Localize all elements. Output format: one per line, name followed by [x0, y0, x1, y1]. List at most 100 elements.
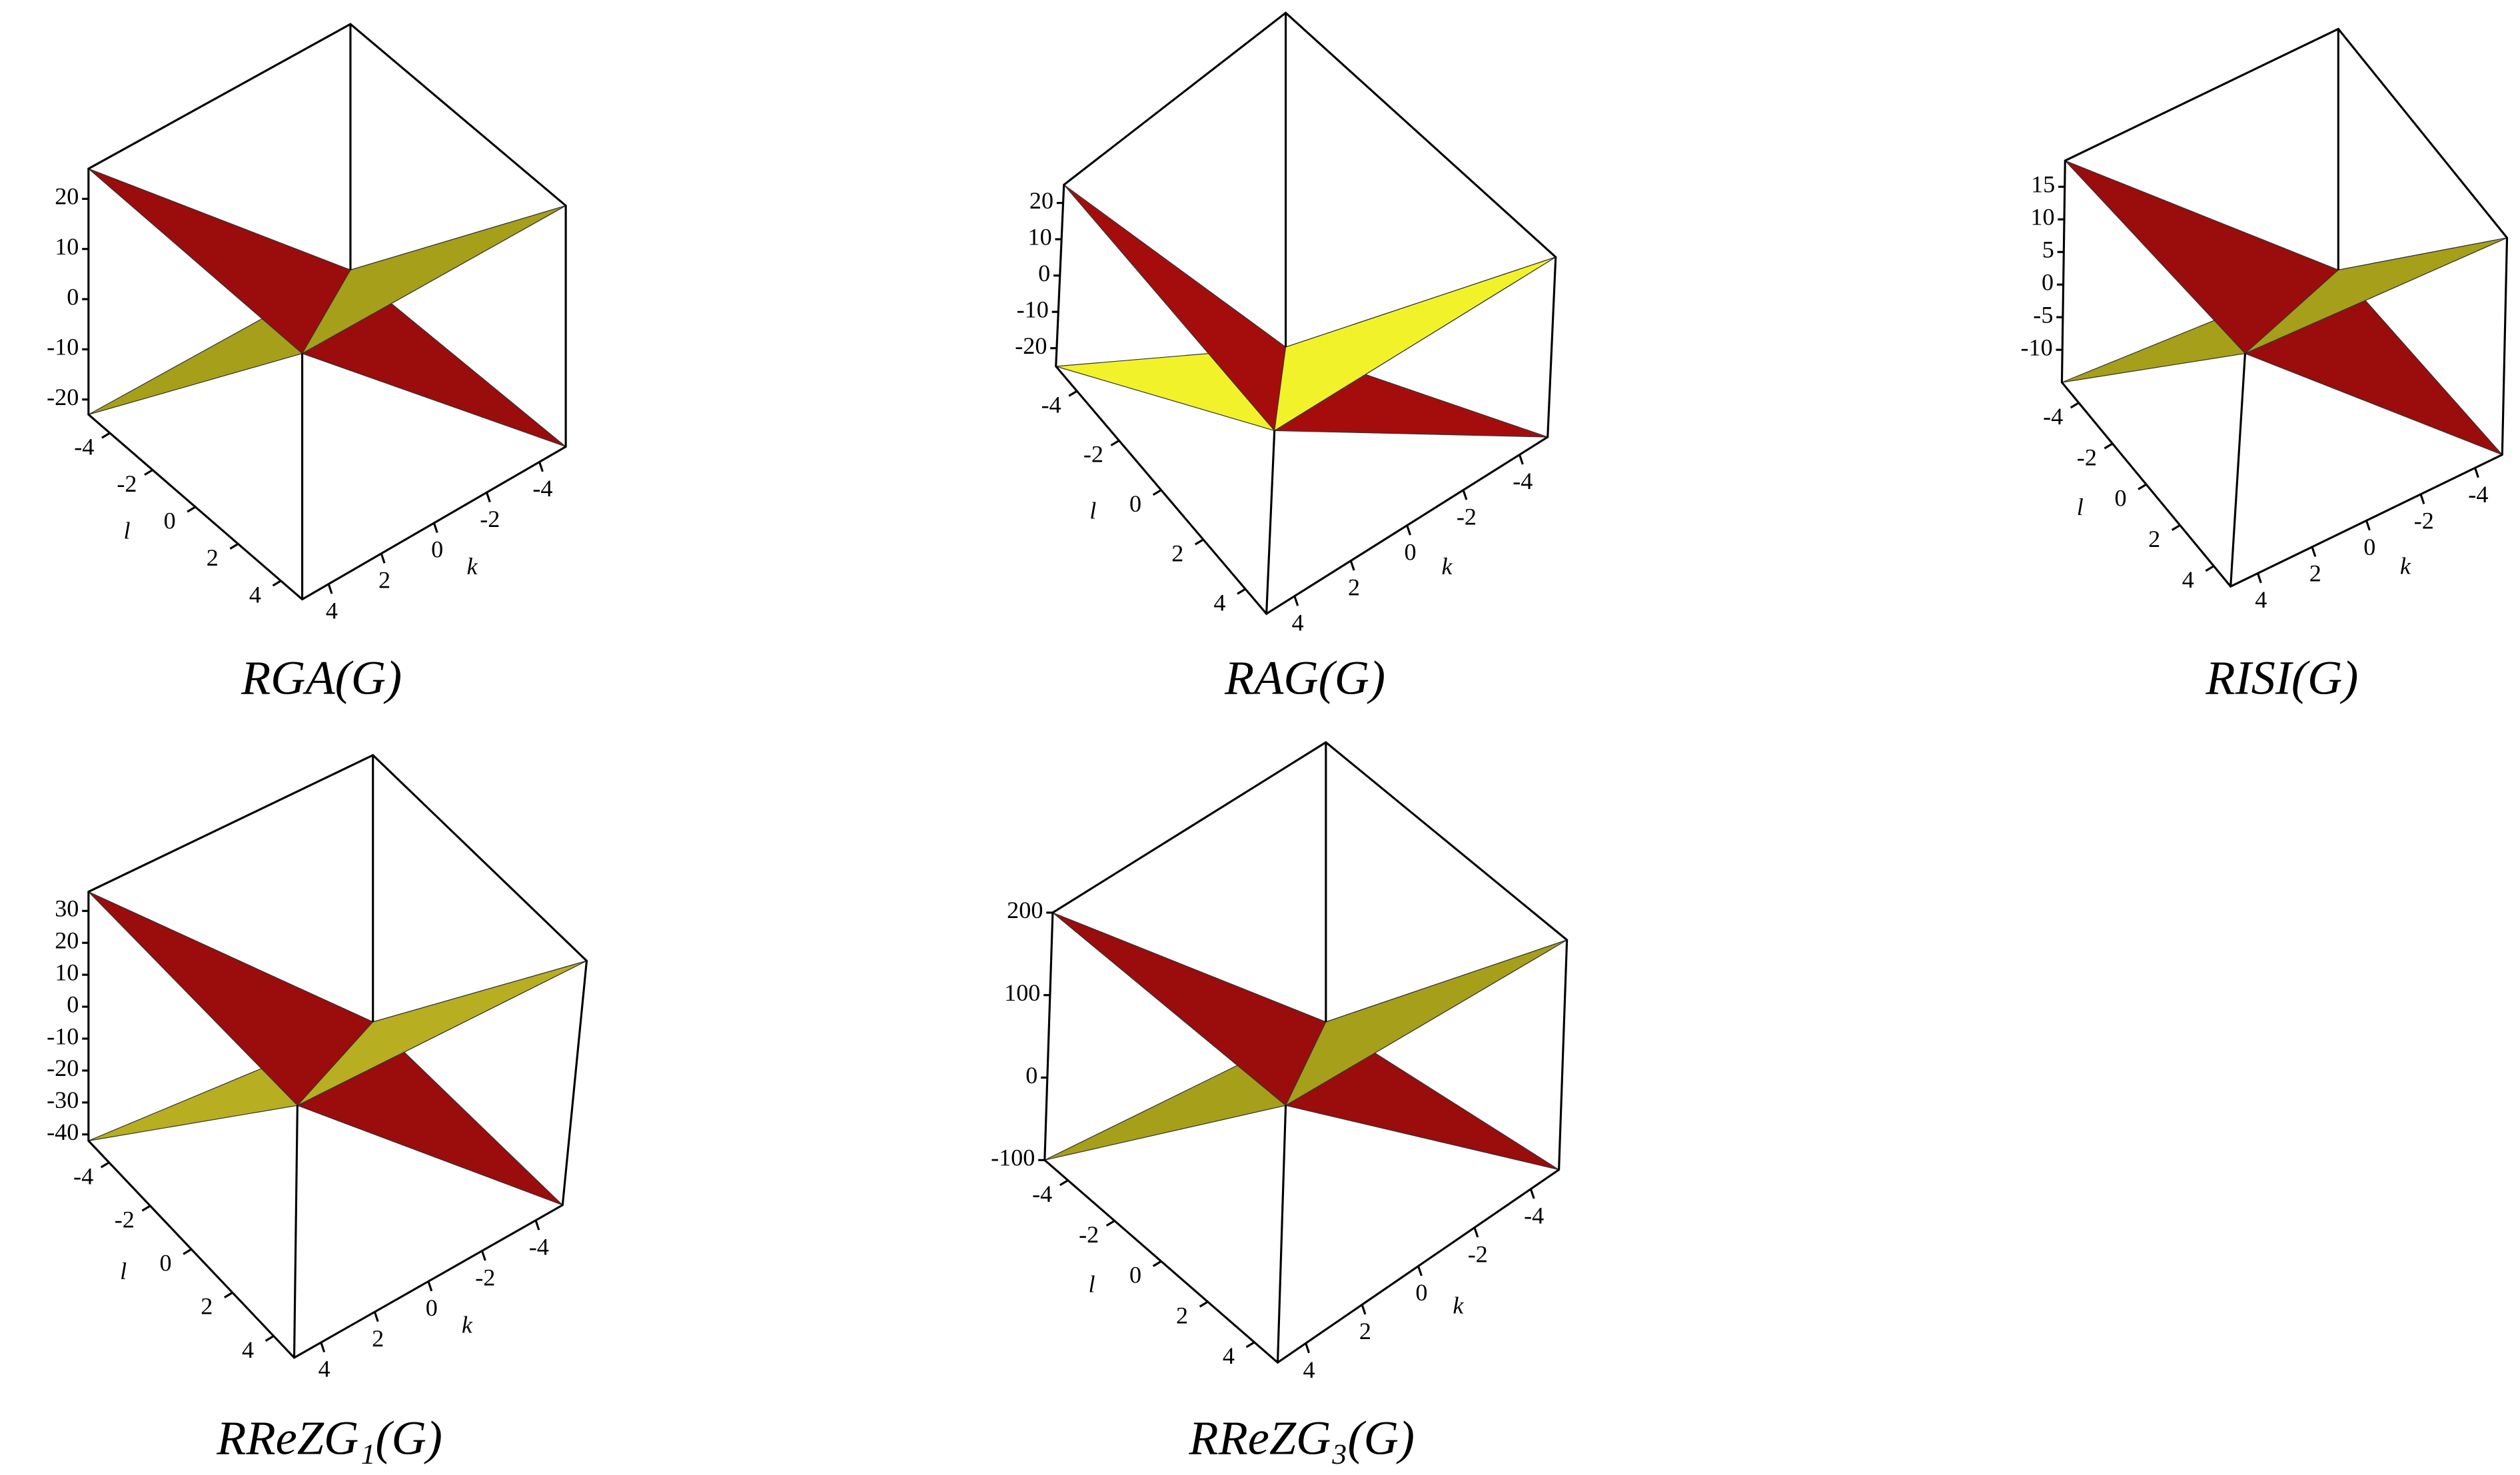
z-tick-label: 0 — [2042, 268, 2054, 295]
z-tick-label: 0 — [1038, 260, 1050, 286]
l-tick-label: 0 — [2114, 485, 2126, 512]
tick-mark — [373, 1311, 379, 1322]
tick-mark — [1519, 454, 1524, 465]
axis-label: l — [124, 517, 131, 544]
axis-label: l — [1089, 497, 1096, 524]
z-tick-label: -20 — [47, 384, 79, 410]
k-tick-label: 2 — [1348, 574, 1360, 600]
tick-mark — [432, 522, 438, 533]
l-tick-label: -2 — [1083, 441, 1103, 468]
l-tick-label: 2 — [201, 1293, 213, 1320]
z-tick-label: 100 — [1004, 979, 1040, 1006]
k-tick-label: 4 — [1292, 609, 1304, 636]
z-tick-label: 5 — [2042, 237, 2054, 263]
tick-mark — [2256, 573, 2262, 584]
tick-mark — [1349, 560, 1355, 571]
l-tick-label: 2 — [207, 544, 219, 571]
k-tick-label: -4 — [532, 475, 552, 502]
tick-mark — [1361, 1304, 1367, 1315]
tick-mark — [320, 1342, 326, 1352]
z-tick-label: 20 — [1029, 187, 1053, 214]
l-tick-label: -4 — [2043, 403, 2063, 430]
tick-mark — [2171, 524, 2181, 531]
tick-mark — [2311, 546, 2317, 557]
box-edge — [1265, 430, 1276, 614]
surface — [88, 891, 563, 1206]
z-tick-label: -100 — [991, 1145, 1035, 1171]
k-tick-label: -2 — [2414, 508, 2434, 534]
panel: 200 100 0 -100 -4 -2 0 2 4 -4 -2 0 2 4 l k RReZG₃(G) — [991, 741, 1569, 1464]
panel: 3020100-10-20-30-40-4-2024-4-2024lkRReZG… — [47, 753, 588, 1464]
tick-mark — [538, 461, 544, 472]
z-tick-label: 0 — [67, 283, 79, 310]
tick-mark — [144, 469, 153, 476]
tick-mark — [2474, 467, 2479, 478]
l-tick-label: -4 — [1041, 391, 1061, 418]
caption: RGA(G) — [241, 652, 402, 705]
k-tick-label: 0 — [2363, 534, 2375, 560]
tick-mark — [101, 432, 111, 439]
tick-mark — [229, 543, 239, 550]
z-tick-label: -10 — [47, 1023, 79, 1049]
tick-mark — [1199, 1300, 1209, 1308]
tick-mark — [480, 1250, 486, 1261]
z-tick-label: 10 — [55, 959, 79, 985]
z-tick-label: 20 — [55, 183, 79, 210]
z-tick-label: 30 — [55, 895, 79, 922]
z-tick-label: -20 — [47, 1055, 79, 1081]
box-edge — [1055, 11, 1557, 616]
tick-mark — [327, 584, 333, 594]
tick-mark — [2104, 442, 2114, 450]
l-tick-label: -2 — [117, 470, 137, 497]
k-tick-label: 2 — [378, 567, 390, 594]
l-tick-label: 2 — [2148, 526, 2160, 552]
tick-mark — [1110, 439, 1120, 446]
surface — [2245, 237, 2507, 354]
tick-mark — [1152, 489, 1162, 496]
l-tick-label: 4 — [1223, 1342, 1235, 1369]
l-tick-label: -4 — [73, 1163, 93, 1189]
tick-mark — [1406, 525, 1411, 536]
k-tick-label: 0 — [1404, 538, 1416, 565]
box-edge — [2229, 353, 2246, 587]
tick-mark — [2419, 494, 2425, 504]
l-tick-label: -2 — [2077, 444, 2097, 470]
axis-label: k — [462, 1311, 473, 1338]
axis-label: l — [2077, 494, 2084, 520]
tick-mark — [1473, 1227, 1479, 1238]
z-tick-label: -20 — [1015, 332, 1047, 359]
tick-mark — [1529, 1189, 1535, 1199]
z-tick-label: -10 — [47, 334, 79, 360]
tick-mark — [1237, 588, 1246, 595]
tick-mark — [183, 1248, 192, 1255]
k-tick-label: 2 — [2309, 560, 2321, 587]
tick-mark — [380, 553, 386, 564]
l-tick-label: 0 — [160, 1250, 172, 1276]
surface — [2064, 160, 2503, 456]
k-tick-label: -2 — [480, 506, 500, 532]
k-tick-label: -4 — [2468, 481, 2488, 508]
box-edge — [293, 1105, 299, 1358]
caption: RISI(G) — [2205, 652, 2358, 705]
k-tick-label: 2 — [372, 1325, 384, 1352]
box-edge — [1276, 1105, 1287, 1363]
l-tick-label: 2 — [1176, 1302, 1188, 1328]
z-tick-label: -40 — [47, 1119, 79, 1145]
z-tick-label: -30 — [47, 1087, 79, 1113]
axis-label: k — [1453, 1292, 1464, 1318]
tick-mark — [187, 506, 197, 513]
k-tick-label: 4 — [318, 1356, 330, 1382]
l-tick-label: 0 — [1129, 1262, 1141, 1288]
tick-mark — [427, 1280, 433, 1292]
tick-mark — [1305, 1342, 1311, 1354]
tick-mark — [2070, 402, 2080, 409]
axis-label: k — [467, 553, 478, 580]
z-tick-label: 0 — [67, 991, 79, 1017]
k-tick-label: 0 — [431, 536, 443, 563]
k-tick-label: 2 — [1359, 1318, 1371, 1344]
z-tick-label: -10 — [1017, 296, 1049, 322]
k-tick-label: -4 — [1513, 468, 1533, 494]
